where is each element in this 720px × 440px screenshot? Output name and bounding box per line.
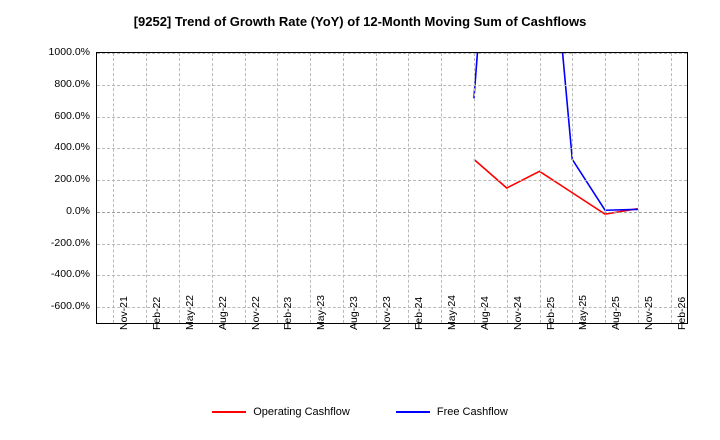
plot-area (96, 52, 688, 324)
gridline-horizontal (97, 243, 687, 245)
y-tick-label: -400.0% (50, 268, 90, 281)
y-tick-label: -600.0% (50, 300, 90, 313)
series-line (473, 158, 638, 216)
y-tick-label: 600.0% (54, 109, 90, 122)
gridline-vertical (637, 53, 639, 323)
x-tick-label: Feb-26 (675, 296, 688, 330)
gridline-horizontal (97, 84, 687, 86)
x-tick-label: May-22 (183, 294, 196, 330)
chart-legend: Operating Cashflow Free Cashflow (0, 406, 720, 418)
x-tick-label: Feb-23 (282, 296, 295, 330)
y-tick-label: 800.0% (54, 77, 90, 90)
legend-item-operating-cashflow: Operating Cashflow (212, 406, 350, 418)
gridline-horizontal (97, 148, 687, 150)
gridline-vertical (539, 53, 541, 323)
gridline-vertical (506, 53, 508, 323)
legend-swatch-operating-cashflow (212, 411, 247, 413)
x-tick-label: Feb-24 (413, 296, 426, 330)
gridline-vertical (375, 53, 377, 323)
x-tick-label: Nov-24 (511, 296, 524, 330)
x-tick-label: Feb-25 (544, 296, 557, 330)
chart-title: [9252] Trend of Growth Rate (YoY) of 12-… (133, 14, 587, 29)
gridline-horizontal (97, 211, 687, 213)
gridline-horizontal (97, 275, 687, 277)
x-tick-label: Nov-23 (380, 296, 393, 330)
gridline-vertical (670, 53, 672, 323)
gridline-vertical (310, 53, 312, 323)
x-tick-label: May-24 (446, 294, 459, 330)
gridline-vertical (277, 53, 279, 323)
gridline-horizontal (97, 180, 687, 182)
y-tick-label: 1000.0% (48, 46, 90, 58)
x-tick-label: Nov-25 (642, 296, 655, 330)
x-tick-label: Aug-24 (478, 296, 491, 330)
x-tick-label: May-23 (315, 294, 328, 330)
gridline-horizontal (97, 53, 687, 54)
gridline-vertical (572, 53, 574, 323)
gridline-horizontal (97, 307, 687, 309)
x-tick-label: Nov-22 (249, 296, 262, 330)
gridline-vertical (211, 53, 213, 323)
gridline-horizontal (97, 116, 687, 118)
y-tick-label: -200.0% (50, 236, 90, 249)
gridline-vertical (441, 53, 443, 323)
y-tick-label: 400.0% (54, 141, 90, 154)
gridline-vertical (113, 53, 115, 323)
gridline-vertical (178, 53, 180, 323)
gridline-vertical (605, 53, 607, 323)
series-line (473, 53, 638, 212)
x-tick-label: Aug-23 (347, 296, 360, 330)
x-tick-label: Nov-21 (118, 296, 131, 330)
legend-swatch-free-cashflow (395, 411, 430, 413)
x-tick-label: Aug-22 (216, 296, 229, 330)
legend-label-operating-cashflow: Operating Cashflow (253, 406, 350, 418)
gridline-vertical (408, 53, 410, 323)
x-tick-label: Aug-25 (610, 296, 623, 330)
x-tick-label: Feb-22 (151, 296, 164, 330)
y-tick-label: 200.0% (54, 173, 90, 186)
gridline-vertical (146, 53, 148, 323)
y-tick-label: 0.0% (66, 204, 90, 217)
legend-label-free-cashflow: Free Cashflow (436, 406, 508, 418)
gridline-vertical (473, 53, 475, 323)
gridline-vertical (244, 53, 246, 323)
series-lines (473, 53, 638, 216)
x-tick-label: May-25 (577, 294, 590, 330)
gridline-vertical (342, 53, 344, 323)
legend-item-free-cashflow: Free Cashflow (395, 406, 508, 418)
